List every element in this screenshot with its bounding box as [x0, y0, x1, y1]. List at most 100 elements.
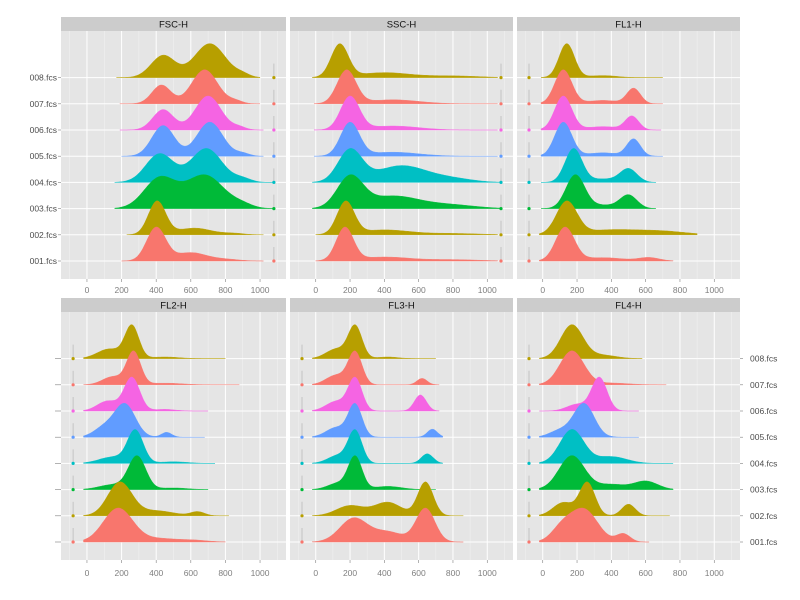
edge-marker-point: [527, 540, 531, 544]
y-tick-label: 006.fcs: [750, 406, 777, 416]
ridge-002-fcs: [312, 481, 464, 516]
edge-marker-point: [300, 488, 304, 492]
ridge-003-fcs: [83, 455, 209, 490]
y-tick-label: 006.fcs: [30, 125, 57, 135]
x-tick-label: 1000: [705, 285, 724, 295]
edge-marker-point: [527, 357, 531, 361]
panel-strip: [61, 17, 286, 31]
ridge-004-fcs: [312, 148, 502, 183]
x-tick-label: 0: [540, 568, 545, 578]
edge-marker-point: [499, 259, 503, 263]
ridge-008-fcs: [312, 324, 436, 359]
edge-marker-point: [527, 233, 531, 237]
edge-marker-point: [300, 540, 304, 544]
edge-marker-point: [527, 383, 531, 387]
edge-marker-point: [272, 128, 276, 132]
edge-marker-point: [499, 102, 503, 106]
panel-fl3-h: FL3-H 0 200 400 600 800 1000: [290, 298, 513, 578]
edge-marker-point: [300, 409, 304, 413]
x-tick-label: 1000: [478, 568, 497, 578]
ridge-001-fcs: [315, 226, 498, 262]
panel-ssc-h: SSC-H 0 200 400 600 800 1000: [290, 17, 513, 295]
ridge-004-fcs: [541, 148, 657, 183]
edge-marker-point: [300, 383, 304, 387]
panel-title: FL1-H: [615, 20, 642, 31]
y-tick-label: 002.fcs: [30, 230, 57, 240]
x-tick-label: 0: [85, 568, 90, 578]
y-tick-label: 001.fcs: [750, 537, 777, 547]
edge-marker-point: [71, 461, 75, 465]
x-tick-label: 1000: [478, 285, 497, 295]
x-tick-label: 800: [218, 285, 232, 295]
edge-marker-point: [499, 76, 503, 80]
edge-marker-point: [499, 233, 503, 237]
ridge-001-fcs: [539, 507, 650, 543]
x-tick-label: 400: [149, 568, 163, 578]
edge-marker-point: [71, 357, 75, 361]
edge-marker-point: [272, 207, 276, 211]
ridge-008-fcs: [116, 43, 261, 78]
ridge-002-fcs: [539, 481, 670, 516]
x-tick-label: 800: [673, 285, 687, 295]
panel-title: FL3-H: [388, 301, 415, 312]
panel-strip: [290, 298, 513, 312]
x-tick-label: 0: [540, 285, 545, 295]
ridge-006-fcs: [119, 95, 264, 131]
ridge-006-fcs: [83, 376, 209, 412]
edge-marker-point: [527, 128, 531, 132]
ridge-005-fcs: [83, 402, 205, 438]
edge-marker-point: [300, 514, 304, 518]
x-tick-label: 800: [218, 568, 232, 578]
edge-marker-point: [499, 128, 503, 132]
edge-marker-point: [272, 180, 276, 184]
panel-title: FL4-H: [615, 301, 642, 312]
edge-marker-point: [71, 514, 75, 518]
x-tick-label: 0: [313, 568, 318, 578]
edge-marker-point: [499, 207, 503, 211]
x-tick-label: 800: [446, 568, 460, 578]
ridge-007-fcs: [312, 350, 440, 385]
ridge-005-fcs: [539, 403, 639, 438]
panel-fl1-h: FL1-H 0 200 400 600 800 1000: [517, 17, 740, 295]
x-tick-label: 600: [184, 568, 198, 578]
x-tick-label: 400: [604, 285, 618, 295]
edge-marker-point: [527, 180, 531, 184]
ridge-002-fcs: [126, 200, 264, 235]
ridge-005-fcs: [121, 122, 264, 157]
x-tick-label: 200: [114, 568, 128, 578]
edge-marker-point: [527, 435, 531, 439]
ridge-008-fcs: [83, 324, 226, 359]
ridge-008-fcs: [539, 324, 643, 359]
ridge-006-fcs: [539, 376, 639, 412]
edge-marker-point: [300, 357, 304, 361]
ridge-005-fcs: [313, 121, 498, 157]
edge-marker-point: [272, 102, 276, 106]
x-tick-label: 800: [673, 568, 687, 578]
x-tick-label: 200: [343, 285, 357, 295]
ridge-006-fcs: [312, 376, 440, 412]
x-tick-label: 600: [412, 568, 426, 578]
edge-marker-point: [527, 488, 531, 492]
ridge-007-fcs: [119, 69, 260, 104]
edge-marker-point: [300, 435, 304, 439]
panel-fl2-h: FL2-H 0 200 400 600 800 1000: [61, 298, 286, 578]
ridge-004-fcs: [312, 429, 443, 464]
x-tick-label: 400: [604, 568, 618, 578]
ridge-001-fcs: [83, 507, 226, 543]
panel-strip: [517, 298, 740, 312]
ridge-004-fcs: [539, 429, 674, 464]
ridge-002-fcs: [315, 200, 498, 235]
ridge-005-fcs: [312, 402, 443, 438]
y-tick-label: 003.fcs: [30, 204, 57, 214]
ridge-003-fcs: [540, 174, 657, 209]
x-tick-label: 200: [570, 568, 584, 578]
ridge-001-fcs: [121, 226, 264, 262]
panel-title: FL2-H: [160, 301, 187, 312]
x-tick-label: 400: [149, 285, 163, 295]
x-tick-label: 1000: [251, 285, 270, 295]
y-tick-label: 007.fcs: [30, 99, 57, 109]
x-tick-label: 600: [184, 285, 198, 295]
panel-title: SSC-H: [387, 20, 417, 31]
y-tick-label: 005.fcs: [750, 432, 777, 442]
